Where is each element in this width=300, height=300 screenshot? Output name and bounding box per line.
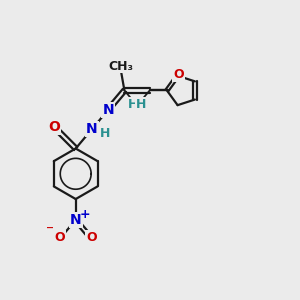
Text: H: H <box>100 127 110 140</box>
Text: ⁻: ⁻ <box>46 224 54 239</box>
Text: N: N <box>70 213 82 227</box>
Text: H: H <box>128 98 138 111</box>
Text: O: O <box>173 68 184 81</box>
Text: +: + <box>79 208 90 221</box>
Text: N: N <box>86 122 98 136</box>
Text: O: O <box>86 230 97 244</box>
Text: N: N <box>102 103 114 117</box>
Text: CH₃: CH₃ <box>109 60 134 73</box>
Text: O: O <box>48 120 60 134</box>
Text: H: H <box>136 98 146 111</box>
Text: O: O <box>54 230 65 244</box>
